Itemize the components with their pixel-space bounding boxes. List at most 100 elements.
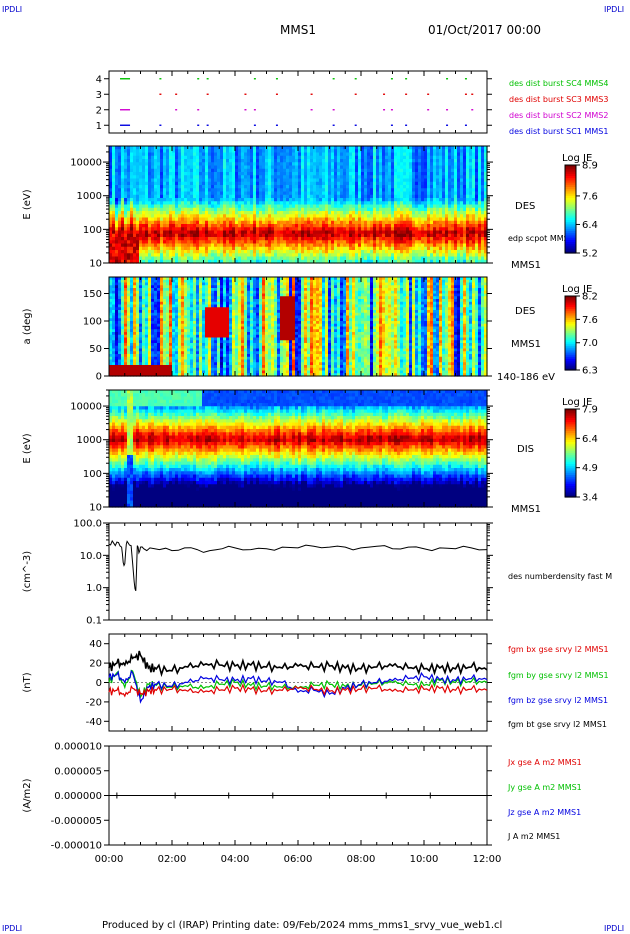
spectrogram-cell xyxy=(202,201,206,206)
spectrogram-cell xyxy=(271,237,275,241)
spectrogram-cell xyxy=(127,155,131,160)
spectrogram-cell xyxy=(154,185,158,189)
spectrogram-cell xyxy=(196,259,200,264)
spectrogram-cell xyxy=(184,211,188,215)
spectrogram-cell xyxy=(247,204,251,209)
spectrogram-cell xyxy=(268,175,272,180)
corner-label-tl: IPDLI xyxy=(2,5,22,14)
spectrogram-cell xyxy=(253,155,257,160)
spectrogram-cell xyxy=(235,237,239,241)
spectrogram-cell xyxy=(250,181,254,186)
spectrogram-cell xyxy=(244,207,248,212)
spectrogram-cell xyxy=(190,198,194,202)
spectrogram-cell xyxy=(265,250,269,254)
spectrogram-cell xyxy=(199,243,203,248)
spectrogram-cell xyxy=(121,237,125,241)
spectrogram-cell xyxy=(268,224,272,228)
spectrogram-cell xyxy=(235,159,239,163)
spectrogram-cell xyxy=(172,227,176,232)
spectrogram-cell xyxy=(223,185,227,189)
spectrogram-cell xyxy=(145,155,149,160)
spectrogram-cell xyxy=(139,250,143,254)
spectrogram-cell xyxy=(112,259,116,264)
spectrogram-cell xyxy=(217,237,221,241)
spectrogram-cell xyxy=(265,178,269,183)
spectrogram-cell xyxy=(232,246,236,251)
spectrogram-cell xyxy=(121,240,125,245)
spectrogram-cell xyxy=(112,204,116,209)
spectrogram-cell xyxy=(127,253,131,258)
spectrogram-cell xyxy=(112,256,116,261)
spectrogram-cell xyxy=(172,181,176,186)
spectrogram-cell xyxy=(154,152,158,157)
y-tick-label: 1 xyxy=(96,121,102,132)
spectrogram-cell xyxy=(199,240,203,245)
spectrogram-cell xyxy=(142,188,146,193)
spectrogram-cell xyxy=(130,181,134,186)
spectrogram-cell xyxy=(208,149,212,154)
spectrogram-cell xyxy=(115,256,119,261)
spectrogram-cell xyxy=(250,259,254,264)
spectrogram-cell xyxy=(121,178,125,183)
spectrogram-cell xyxy=(274,188,278,193)
spectrogram-cell xyxy=(160,194,164,199)
spectrogram-cell xyxy=(220,185,224,189)
spectrogram-cell xyxy=(109,201,113,206)
spectrogram-cell xyxy=(148,237,152,241)
spectrogram-cell xyxy=(181,246,185,251)
spectrogram-cell xyxy=(130,230,134,235)
spectrogram-cell xyxy=(259,175,263,180)
spectrogram-cell xyxy=(142,146,146,150)
spectrogram-cell xyxy=(130,146,134,150)
spectrogram-cell xyxy=(124,250,128,254)
spectrogram-cell xyxy=(133,246,137,251)
spectrogram-cell xyxy=(169,243,173,248)
spectrogram-cell xyxy=(160,159,164,163)
spectrogram-cell xyxy=(223,243,227,248)
spectrogram-cell xyxy=(268,230,272,235)
spectrogram-cell xyxy=(115,214,119,219)
spectrogram-cell xyxy=(187,250,191,254)
spectrogram-cell xyxy=(250,191,254,196)
spectrogram-cell xyxy=(175,233,179,238)
spectrogram-cell xyxy=(199,253,203,258)
spectrogram-cell xyxy=(226,233,230,238)
spectrogram-cell xyxy=(271,214,275,219)
spectrogram-cell xyxy=(187,178,191,183)
spectrogram-cell xyxy=(169,224,173,228)
spectrogram-cell xyxy=(112,191,116,196)
spectrogram-cell xyxy=(247,201,251,206)
spectrogram-cell xyxy=(235,191,239,196)
spectrogram-cell xyxy=(262,165,266,170)
spectrogram-cell xyxy=(196,243,200,248)
spectrogram-cell xyxy=(229,214,233,219)
spectrogram-cell xyxy=(166,191,170,196)
spectrogram-cell xyxy=(139,162,143,167)
spectrogram-cell xyxy=(172,204,176,209)
spectrogram-cell xyxy=(220,194,224,199)
spectrogram-cell xyxy=(217,201,221,206)
spectrogram-cell xyxy=(127,227,131,232)
spectrogram-cell xyxy=(178,178,182,183)
spectrogram-cell xyxy=(145,172,149,176)
spectrogram-cell xyxy=(247,185,251,189)
spectrogram-cell xyxy=(109,227,113,232)
spectrogram-cell xyxy=(217,211,221,215)
spectrogram-cell xyxy=(148,175,152,180)
spectrogram-cell xyxy=(193,253,197,258)
spectrogram-cell xyxy=(226,204,230,209)
spectrogram-cell xyxy=(193,224,197,228)
spectrogram-cell xyxy=(160,214,164,219)
spectrogram-cell xyxy=(190,194,194,199)
spectrogram-cell xyxy=(202,149,206,154)
spectrogram-cell xyxy=(232,172,236,176)
spectrogram-cell xyxy=(208,146,212,150)
spectrogram-cell xyxy=(226,191,230,196)
spectrogram-cell xyxy=(256,214,260,219)
spectrogram-cell xyxy=(112,188,116,193)
spectrogram-cell xyxy=(118,188,122,193)
spectrogram-cell xyxy=(247,194,251,199)
spectrogram-cell xyxy=(262,253,266,258)
spectrogram-cell xyxy=(124,198,128,202)
spectrogram-cell xyxy=(232,201,236,206)
